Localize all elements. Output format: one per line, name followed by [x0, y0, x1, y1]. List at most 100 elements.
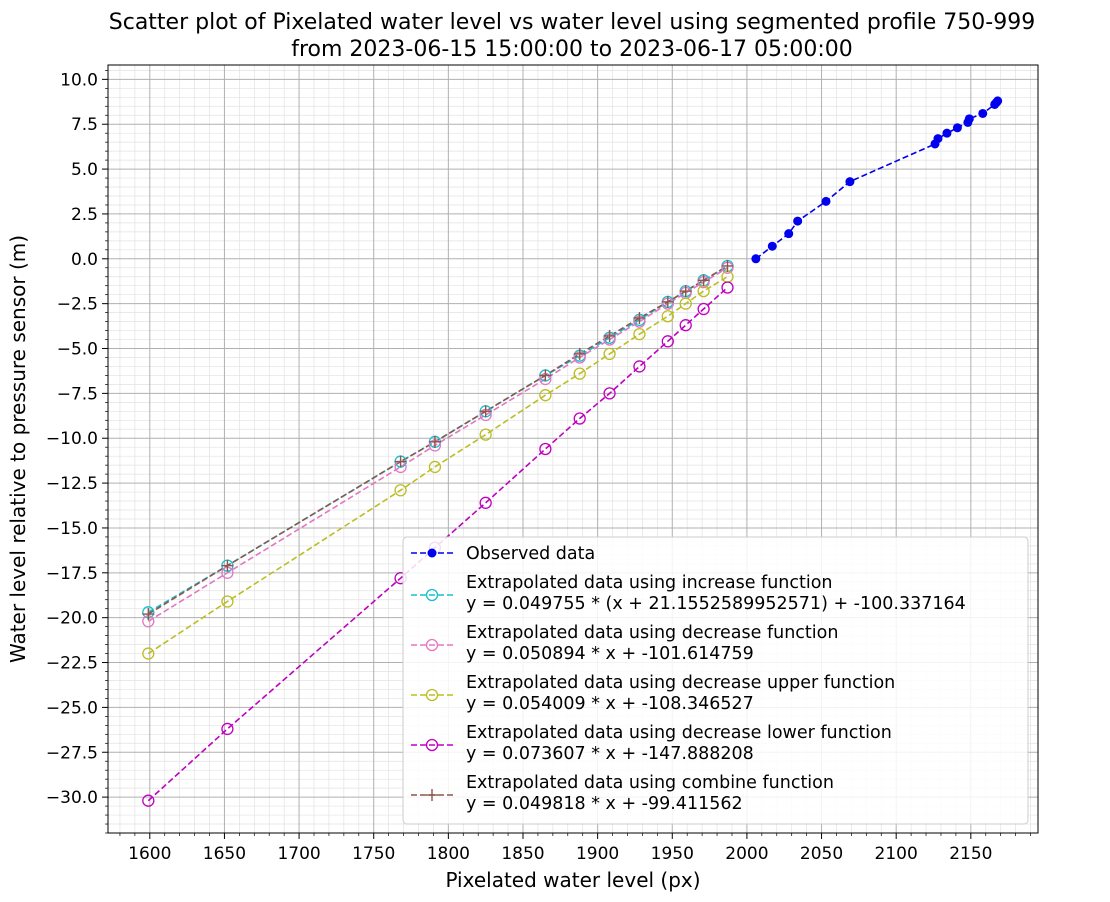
legend-series-5-marker [426, 789, 438, 801]
extrapolated-point-4 [603, 387, 616, 400]
y-tick-label: −5.0 [57, 340, 98, 360]
x-tick-label: 2100 [875, 844, 918, 864]
observed-line [755, 100, 999, 260]
extrapolated-point-5 [394, 455, 407, 468]
x-tick-label: 2150 [949, 844, 992, 864]
observed-point [964, 114, 974, 124]
extrapolated-point-3 [679, 297, 692, 310]
extrapolated-point-4 [697, 302, 710, 316]
legend-box [402, 536, 1029, 825]
x-tick-label: 2000 [725, 844, 768, 864]
legend-series-1-marker [425, 588, 439, 602]
extrapolated-line-4 [147, 286, 729, 802]
legend-series-equation: y = 0.050894 * x + -101.614759 [466, 644, 754, 664]
axis-ticks: 1600 1650 1700 1750 1800 1850 1900 1950 2000 2050… [46, 70, 1031, 864]
extrapolated-point-3 [661, 310, 674, 323]
observed-point [821, 196, 831, 206]
legend-series-name: Extrapolated data using increase functio… [466, 573, 833, 593]
extrapolated-point-5 [573, 347, 586, 360]
extrapolated-point-5 [633, 312, 646, 325]
y-tick-label: 2.5 [71, 205, 98, 225]
y-tick-label: 7.5 [71, 115, 98, 135]
extrapolated-point-4 [633, 360, 646, 373]
extrapolated-point-3 [394, 484, 407, 497]
chart-title-line2: from 2023-06-15 15:00:00 to 2023-06-17 0… [291, 37, 853, 62]
legend-series-4-marker [425, 738, 439, 752]
x-axis-label: Pixelated water level (px) [445, 868, 700, 892]
y-tick-label: −30.0 [46, 788, 98, 808]
observed-point [978, 108, 988, 118]
extrapolated-point-5 [661, 295, 674, 308]
extrapolated-point-4 [661, 335, 674, 348]
legend-series-3-marker [425, 688, 439, 702]
extrapolated-point-4 [479, 496, 492, 509]
extrapolated-point-5 [428, 435, 441, 448]
legend-series-name: Extrapolated data using decrease lower f… [466, 723, 892, 743]
y-tick-label: −15.0 [46, 519, 98, 539]
legend-series-equation: y = 0.049818 * x + -99.411562 [466, 794, 743, 814]
y-tick-label: 10.0 [60, 70, 98, 90]
extrapolated-point-3 [428, 460, 442, 474]
y-tick-label: −27.5 [46, 743, 98, 763]
observed-point [751, 254, 761, 264]
legend-series-2-marker [425, 638, 439, 652]
legend-series-equation: y = 0.049755 * (x + 21.1552589952571) + … [466, 594, 966, 614]
legend-observed-marker [427, 548, 437, 558]
legend-series-equation: y = 0.054009 * x + -108.346527 [466, 694, 754, 714]
extrapolated-point-3 [539, 389, 552, 402]
y-tick-label: −2.5 [57, 295, 98, 315]
x-tick-label: 1850 [501, 844, 544, 864]
extrapolated-point-4 [679, 319, 692, 332]
extrapolated-point-4 [221, 722, 234, 736]
extrapolated-point-5 [697, 274, 710, 287]
legend-series-equation: y = 0.073607 * x + -147.888208 [466, 744, 754, 764]
y-tick-label: −10.0 [46, 429, 98, 449]
legend-series-name: Extrapolated data using decrease functio… [466, 623, 838, 643]
x-tick-label: 2050 [800, 844, 843, 864]
extrapolated-point-3 [633, 328, 646, 341]
y-tick-label: −12.5 [46, 474, 98, 494]
extrapolated-point-4 [721, 281, 734, 294]
y-tick-label: 5.0 [71, 160, 98, 180]
extrapolated-point-3 [142, 647, 155, 660]
extrapolated-point-4 [539, 442, 552, 456]
x-tick-label: 1750 [352, 844, 395, 864]
observed-point [767, 241, 777, 251]
extrapolated-point-5 [479, 405, 492, 418]
extrapolated-point-4 [142, 794, 155, 807]
extrapolated-point-3 [221, 595, 234, 608]
observed-point [784, 229, 794, 239]
extrapolated-point-5 [221, 559, 234, 572]
legend-series-name: Extrapolated data using decrease upper f… [466, 673, 895, 693]
y-axis-label: Water level relative to pressure sensor … [6, 235, 30, 663]
x-tick-label: 1700 [277, 844, 320, 864]
observed-point [993, 96, 1003, 106]
y-tick-label: −20.0 [46, 609, 98, 629]
extrapolated-point-3 [573, 367, 586, 380]
observed-point [942, 128, 952, 138]
y-tick-label: −7.5 [57, 384, 98, 404]
x-tick-label: 1950 [651, 844, 694, 864]
legend-observed-label: Observed data [466, 544, 595, 564]
y-tick-label: −22.5 [46, 654, 98, 674]
x-tick-label: 1650 [203, 844, 246, 864]
observed-point [845, 177, 855, 187]
y-tick-label: 0.0 [71, 250, 98, 270]
y-tick-label: −25.0 [46, 698, 98, 718]
series-layer [142, 96, 1003, 807]
extrapolated-line-3 [147, 276, 728, 655]
observed-point [793, 216, 803, 226]
legend: Observed data Extrapolated data using inc… [402, 536, 1029, 825]
observed-point [952, 123, 962, 133]
plot-frame [107, 64, 1039, 834]
extrapolated-point-3 [479, 428, 492, 441]
extrapolated-point-4 [573, 412, 586, 425]
y-tick-label: −17.5 [46, 564, 98, 584]
chart-title-line1: Scatter plot of Pixelated water level vs… [109, 10, 1035, 35]
extrapolated-point-3 [603, 347, 616, 361]
extrapolated-point-5 [603, 329, 616, 342]
extrapolated-point-5 [721, 259, 734, 272]
extrapolated-point-5 [539, 369, 552, 382]
extrapolated-point-5 [679, 285, 692, 298]
